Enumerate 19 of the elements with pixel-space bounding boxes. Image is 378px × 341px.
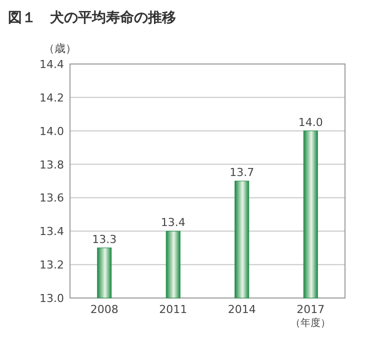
- x-tick-label: 2008: [90, 303, 118, 316]
- y-tick-label: 14.4: [40, 58, 64, 71]
- chart-title: 図１ 犬の平均寿命の推移: [8, 10, 176, 26]
- y-tick-label: 13.0: [40, 292, 64, 305]
- y-axis-title: （歳）: [44, 42, 76, 55]
- x-tick-label: 2011: [159, 303, 188, 316]
- y-tick-label: 13.8: [40, 158, 64, 172]
- data-label: 14.0: [298, 116, 323, 129]
- data-label: 13.4: [160, 216, 186, 230]
- data-label: 13.3: [92, 232, 117, 246]
- y-tick-label: 13.4: [40, 225, 64, 238]
- y-tick-label: 13.6: [40, 192, 64, 205]
- x-tick-label: 2014: [228, 303, 256, 316]
- data-label: 13.7: [230, 166, 254, 179]
- y-tick-label: 14.0: [40, 124, 64, 138]
- x-axis-title: （年度）: [290, 317, 331, 329]
- y-tick-label: 14.2: [40, 91, 64, 104]
- y-tick-label: 13.2: [40, 258, 64, 272]
- x-tick-label: 2017: [296, 303, 325, 316]
